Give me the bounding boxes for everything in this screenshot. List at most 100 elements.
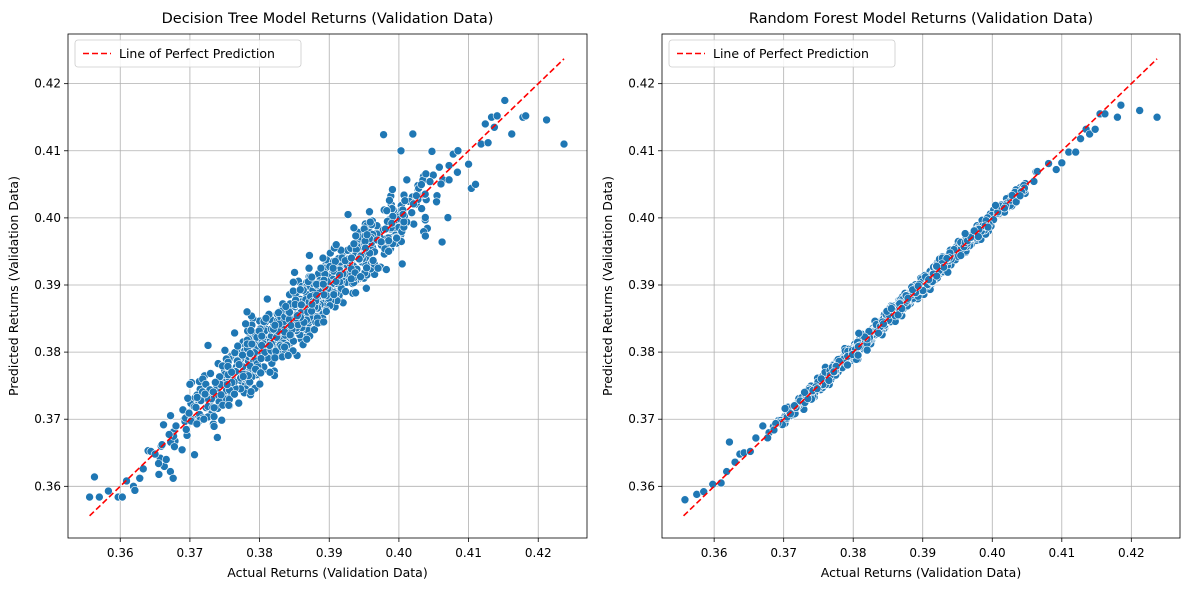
x-tick-label: 0.38 bbox=[246, 546, 273, 560]
data-point bbox=[385, 196, 394, 205]
data-point bbox=[203, 341, 213, 350]
data-point bbox=[256, 368, 266, 378]
x-tick-label: 0.36 bbox=[107, 546, 134, 560]
data-point bbox=[1116, 100, 1126, 110]
data-point bbox=[402, 175, 412, 185]
data-point bbox=[542, 115, 551, 125]
data-point bbox=[216, 390, 226, 400]
ticks: 0.36 0.37 0.38 0.39 0.40 0.41 0.42 0.36 0.37 0.38… bbox=[628, 77, 1144, 560]
data-point bbox=[135, 473, 145, 483]
x-axis-label: Actual Returns (Validation Data) bbox=[821, 565, 1021, 580]
data-point bbox=[211, 378, 220, 387]
data-point bbox=[307, 299, 317, 309]
data-point bbox=[365, 217, 375, 227]
perfect-prediction-line bbox=[89, 58, 565, 517]
data-point bbox=[304, 263, 314, 273]
data-point bbox=[490, 122, 499, 132]
data-point bbox=[302, 334, 312, 344]
data-point bbox=[118, 492, 127, 502]
data-point bbox=[417, 204, 426, 213]
data-point bbox=[893, 310, 903, 320]
legend-box bbox=[74, 39, 302, 68]
data-point bbox=[346, 274, 356, 284]
data-point bbox=[437, 237, 447, 247]
axes-frame bbox=[67, 33, 588, 539]
data-point bbox=[171, 421, 181, 431]
x-tick-label: 0.39 bbox=[909, 546, 936, 560]
data-point bbox=[305, 251, 314, 260]
grid bbox=[68, 34, 587, 538]
data-point bbox=[238, 350, 247, 360]
data-point bbox=[444, 175, 454, 185]
data-point bbox=[247, 339, 257, 349]
data-point bbox=[444, 161, 454, 170]
data-point bbox=[246, 326, 256, 335]
data-point bbox=[343, 210, 353, 219]
y-tick-label: 0.42 bbox=[628, 77, 655, 91]
data-point bbox=[932, 271, 942, 281]
data-point bbox=[1090, 125, 1100, 134]
data-point bbox=[288, 286, 298, 296]
y-tick-label: 0.40 bbox=[34, 211, 61, 225]
data-point bbox=[362, 263, 371, 273]
data-point bbox=[220, 346, 230, 355]
data-point bbox=[974, 232, 983, 241]
data-point bbox=[255, 379, 265, 389]
data-point bbox=[274, 308, 283, 318]
data-point bbox=[843, 360, 852, 370]
x-tick-label: 0.41 bbox=[455, 546, 482, 560]
data-point bbox=[816, 374, 826, 384]
data-point bbox=[382, 265, 391, 274]
data-point bbox=[159, 420, 168, 430]
data-point bbox=[257, 341, 266, 350]
data-point bbox=[932, 261, 941, 271]
data-point bbox=[376, 237, 386, 247]
data-point bbox=[318, 253, 328, 263]
data-point bbox=[476, 139, 486, 149]
data-point bbox=[853, 350, 863, 360]
x-tick-label: 0.40 bbox=[979, 546, 1006, 560]
data-point bbox=[480, 119, 490, 129]
data-point bbox=[1113, 112, 1122, 122]
data-point bbox=[464, 159, 473, 169]
data-point bbox=[263, 294, 272, 304]
x-tick-label: 0.42 bbox=[525, 546, 552, 560]
data-point bbox=[420, 213, 430, 222]
data-point bbox=[347, 253, 356, 263]
data-point bbox=[199, 414, 209, 424]
data-point bbox=[874, 328, 883, 338]
data-point bbox=[887, 304, 896, 313]
data-point bbox=[138, 464, 148, 474]
y-tick-label: 0.42 bbox=[34, 77, 61, 91]
data-point bbox=[191, 403, 201, 412]
data-point bbox=[351, 288, 360, 298]
data-point bbox=[209, 422, 219, 431]
chart-title: Random Forest Model Returns (Validation … bbox=[749, 11, 1093, 27]
data-point bbox=[230, 389, 239, 399]
x-tick-label: 0.39 bbox=[316, 546, 343, 560]
data-point bbox=[420, 189, 430, 199]
data-point bbox=[956, 251, 966, 260]
data-point bbox=[238, 372, 248, 381]
data-point bbox=[397, 259, 407, 269]
y-axis-label: Predicted Returns (Validation Data) bbox=[6, 176, 21, 396]
data-point bbox=[373, 263, 383, 273]
scatter-points bbox=[85, 96, 569, 502]
data-point bbox=[227, 367, 237, 377]
data-point bbox=[351, 231, 361, 241]
data-point bbox=[443, 213, 453, 222]
scatter-points bbox=[680, 100, 1162, 505]
y-tick-label: 0.37 bbox=[34, 412, 61, 426]
data-point bbox=[483, 138, 493, 148]
data-point bbox=[241, 319, 250, 329]
y-tick-label: 0.38 bbox=[628, 345, 655, 359]
data-point bbox=[150, 449, 160, 459]
data-point bbox=[407, 208, 417, 217]
data-point bbox=[312, 290, 321, 300]
data-point bbox=[328, 263, 338, 273]
data-point bbox=[521, 111, 531, 121]
data-point bbox=[384, 236, 393, 245]
data-point bbox=[471, 180, 480, 189]
data-point bbox=[1135, 106, 1144, 115]
subplot-decision-tree: 0.36 0.37 0.38 0.39 0.40 0.41 0.42 0.36 0.37 0.38… bbox=[6, 11, 588, 580]
